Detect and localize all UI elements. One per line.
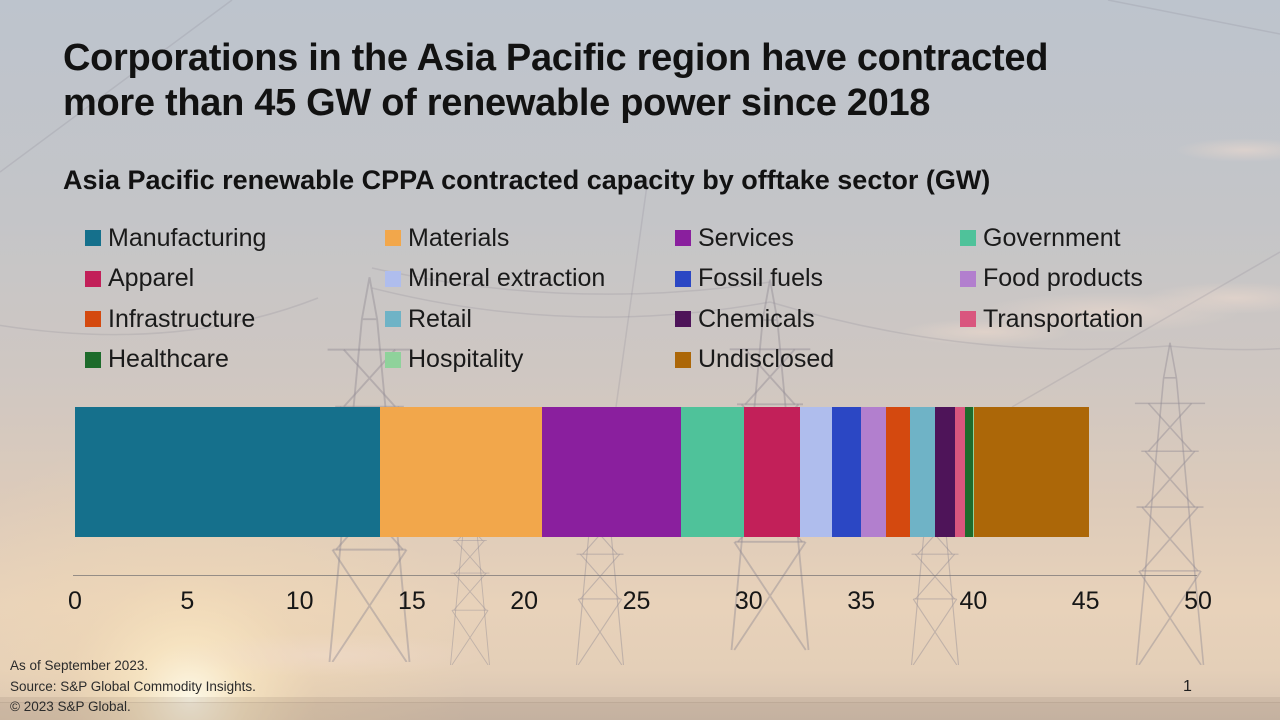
legend-swatch-hospitality [385,351,401,368]
footnote-copyright: © 2023 S&P Global. [10,699,131,714]
legend-label: Hospitality [408,345,524,374]
legend-item-mineral-extraction: Mineral extraction [385,264,675,293]
legend-swatch-retail [385,311,401,328]
legend-label: Government [983,223,1121,252]
bar-segment-healthcare [965,407,974,537]
legend-label: Healthcare [108,345,229,374]
ground-band [0,697,1280,720]
bar-segment-retail [910,407,936,537]
stacked-bar-chart [75,407,1089,537]
power-lines [0,0,1280,407]
legend-label: Materials [408,223,510,252]
x-axis-tick-label: 0 [68,587,82,615]
legend-swatch-infrastructure [85,311,101,328]
bar-segment-food-products [861,407,886,537]
legend-label: Undisclosed [698,345,835,374]
legend-item-food-products: Food products [960,264,1205,293]
bar-segment-mineral-extraction [800,407,832,537]
footnotes: As of September 2023. Source: S&P Global… [10,656,256,718]
x-axis-tick-label: 15 [397,587,426,615]
legend-swatch-mineral-extraction [385,270,401,287]
page-number: 1 [1183,678,1192,695]
legend-item-retail: Retail [385,305,675,334]
legend-item-infrastructure: Infrastructure [85,305,385,334]
bar-segment-undisclosed [974,407,1089,537]
bar-segment-infrastructure [885,407,911,537]
legend-label: Chemicals [698,304,815,333]
legend-item-transportation: Transportation [960,305,1205,334]
legend-swatch-manufacturing [85,230,101,247]
legend-item-government: Government [960,224,1205,253]
legend-swatch-food-products [960,270,976,287]
footnote-as-of: As of September 2023. [10,658,149,673]
x-axis-tick-label: 5 [180,587,195,615]
legend-label: Retail [408,304,472,333]
legend-swatch-materials [385,230,401,247]
slide-title: Corporations in the Asia Pacific region … [63,36,1223,126]
legend-item-apparel: Apparel [85,264,385,293]
legend-label: Services [698,223,794,252]
legend-item-chemicals: Chemicals [675,305,960,334]
bar-segment-manufacturing [75,407,381,537]
x-axis-tick-label: 45 [1071,587,1100,615]
legend-swatch-services [675,230,691,247]
legend-item-undisclosed: Undisclosed [675,345,960,374]
legend-swatch-healthcare [85,351,101,368]
legend-item-fossil-fuels: Fossil fuels [675,264,960,293]
legend-item-manufacturing: Manufacturing [85,224,385,253]
legend-label: Fossil fuels [698,264,824,293]
legend-swatch-government [960,230,976,247]
legend-item-healthcare: Healthcare [85,345,385,374]
chart-legend: Manufacturing Materials Services Government… [85,218,1225,380]
x-axis-ticks: 0 5 10 15 20 25 30 35 40 45 50 [68,587,1212,619]
legend-label: Transportation [983,304,1144,333]
legend-swatch-fossil-fuels [675,270,691,287]
legend-item-services: Services [675,224,960,253]
x-axis-tick-label: 40 [959,587,988,615]
legend-label: Mineral extraction [408,264,606,293]
x-axis-tick-label: 30 [734,587,763,615]
chart-title: Asia Pacific renewable CPPA contracted c… [63,165,991,195]
legend-label: Food products [983,264,1143,293]
legend-swatch-apparel [85,270,101,287]
footnote-source: Source: S&P Global Commodity Insights. [10,678,256,694]
bar-segment-transportation [955,407,966,537]
x-axis-tick-label: 35 [847,587,875,615]
x-axis-tick-label: 20 [510,587,539,615]
bar-segment-chemicals [935,407,956,537]
legend-swatch-chemicals [675,311,691,328]
bar-segment-services [542,407,682,537]
bar-segment-hospitality [973,407,975,537]
legend-label: Manufacturing [108,223,267,252]
legend-item-hospitality: Hospitality [385,345,675,374]
legend-label: Apparel [108,264,195,293]
bar-segment-materials [380,407,543,537]
x-axis-tick-label: 25 [622,587,651,615]
bar-segment-government [681,407,745,537]
title-line-1: Corporations in the Asia Pacific region … [63,37,1049,79]
x-axis-line [73,575,1197,576]
x-axis-tick-label: 50 [1184,587,1212,615]
title-line-2: more than 45 GW of renewable power since… [63,82,931,124]
legend-item-materials: Materials [385,224,675,253]
bar-segment-apparel [744,407,801,537]
bar-segment-fossil-fuels [831,407,862,537]
legend-swatch-transportation [960,311,976,328]
legend-label: Infrastructure [108,304,256,333]
x-axis-tick-label: 10 [285,587,314,615]
legend-swatch-undisclosed [675,351,691,368]
